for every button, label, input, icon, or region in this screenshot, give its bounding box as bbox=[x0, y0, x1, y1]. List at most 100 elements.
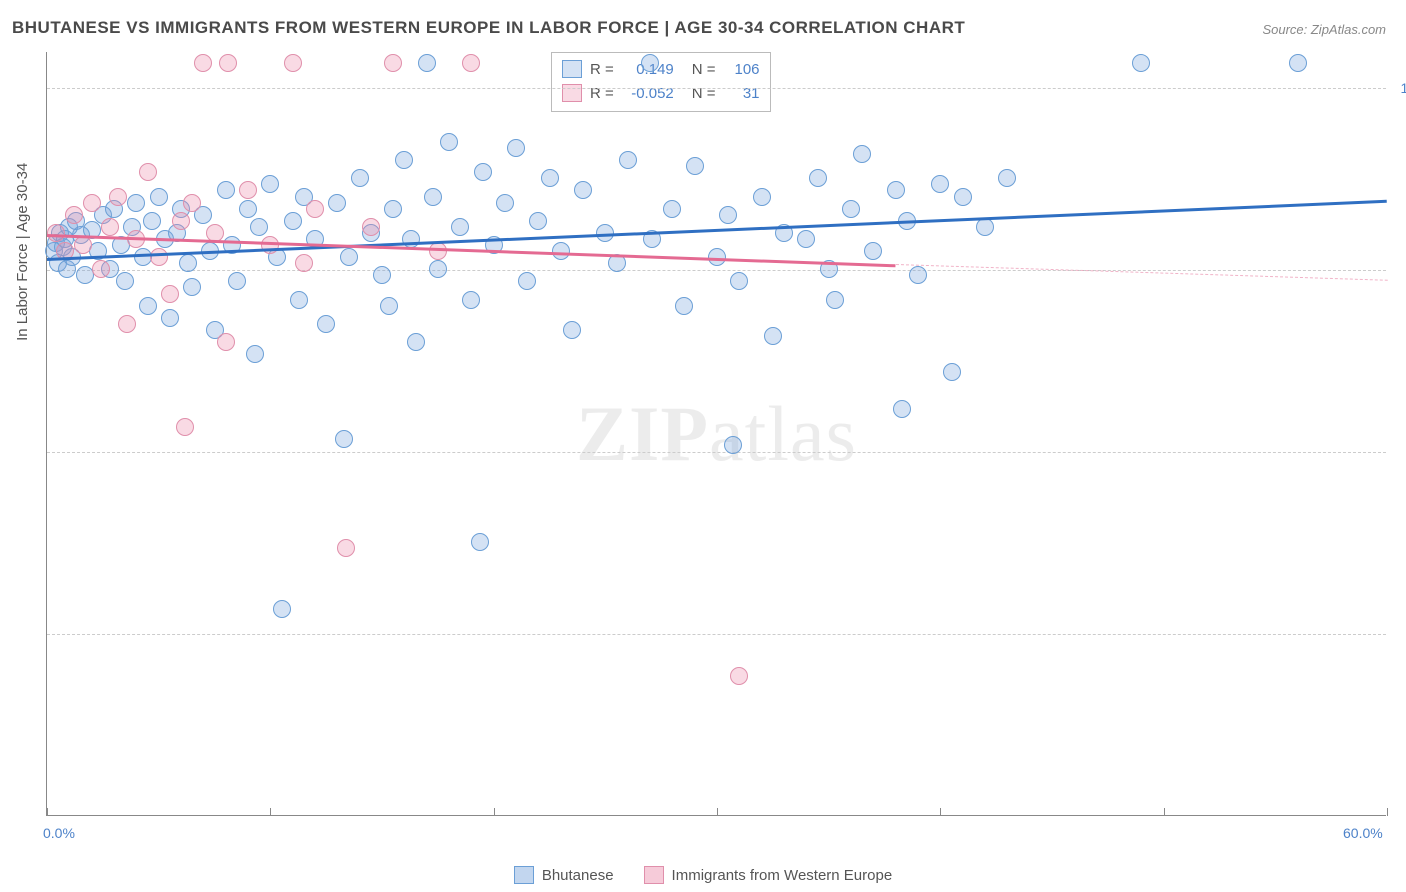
data-point bbox=[675, 297, 693, 315]
legend-swatch bbox=[562, 60, 582, 78]
data-point bbox=[753, 188, 771, 206]
x-tick bbox=[270, 808, 271, 816]
legend-swatch bbox=[514, 866, 534, 884]
data-point bbox=[351, 169, 369, 187]
x-tick bbox=[940, 808, 941, 816]
x-tick bbox=[1387, 808, 1388, 816]
data-point bbox=[462, 54, 480, 72]
stats-row: R =0.149N =106 bbox=[562, 57, 760, 81]
data-point bbox=[797, 230, 815, 248]
data-point bbox=[686, 157, 704, 175]
data-point bbox=[116, 272, 134, 290]
data-point bbox=[724, 436, 742, 454]
data-point bbox=[462, 291, 480, 309]
data-point bbox=[239, 200, 257, 218]
data-point bbox=[109, 188, 127, 206]
data-point bbox=[194, 54, 212, 72]
data-point bbox=[507, 139, 525, 157]
data-point bbox=[552, 242, 570, 260]
data-point bbox=[563, 321, 581, 339]
r-label: R = bbox=[590, 61, 614, 78]
watermark: ZIPatlas bbox=[576, 389, 857, 479]
data-point bbox=[295, 254, 313, 272]
legend-item: Immigrants from Western Europe bbox=[644, 866, 893, 884]
data-point bbox=[418, 54, 436, 72]
data-point bbox=[161, 309, 179, 327]
data-point bbox=[1132, 54, 1150, 72]
data-point bbox=[380, 297, 398, 315]
data-point bbox=[139, 297, 157, 315]
data-point bbox=[764, 327, 782, 345]
data-point bbox=[306, 200, 324, 218]
data-point bbox=[663, 200, 681, 218]
data-point bbox=[176, 418, 194, 436]
data-point bbox=[529, 212, 547, 230]
data-point bbox=[424, 188, 442, 206]
data-point bbox=[183, 194, 201, 212]
legend-swatch bbox=[644, 866, 664, 884]
data-point bbox=[1289, 54, 1307, 72]
data-point bbox=[619, 151, 637, 169]
data-point bbox=[335, 430, 353, 448]
data-point bbox=[340, 248, 358, 266]
legend-label: Bhutanese bbox=[542, 867, 614, 884]
data-point bbox=[887, 181, 905, 199]
data-point bbox=[273, 600, 291, 618]
data-point bbox=[730, 272, 748, 290]
data-point bbox=[150, 188, 168, 206]
data-point bbox=[92, 260, 110, 278]
data-point bbox=[150, 248, 168, 266]
data-point bbox=[474, 163, 492, 181]
data-point bbox=[909, 266, 927, 284]
data-point bbox=[217, 181, 235, 199]
y-axis-title: In Labor Force | Age 30-34 bbox=[14, 163, 31, 341]
data-point bbox=[284, 212, 302, 230]
data-point bbox=[228, 272, 246, 290]
data-point bbox=[239, 181, 257, 199]
data-point bbox=[943, 363, 961, 381]
y-tick-label: 100.0% bbox=[1401, 80, 1406, 96]
correlation-stats-legend: R =0.149N =106R =-0.052N =31 bbox=[551, 52, 771, 112]
x-tick-label: 60.0% bbox=[1343, 825, 1383, 841]
x-tick bbox=[47, 808, 48, 816]
data-point bbox=[284, 54, 302, 72]
data-point bbox=[219, 54, 237, 72]
data-point bbox=[74, 236, 92, 254]
data-point bbox=[118, 315, 136, 333]
r-label: R = bbox=[590, 85, 614, 102]
data-point bbox=[976, 218, 994, 236]
data-point bbox=[143, 212, 161, 230]
data-point bbox=[139, 163, 157, 181]
data-point bbox=[853, 145, 871, 163]
data-point bbox=[246, 345, 264, 363]
data-point bbox=[83, 194, 101, 212]
n-label: N = bbox=[692, 61, 716, 78]
scatter-plot-area: ZIPatlas R =0.149N =106R =-0.052N =31 55… bbox=[46, 52, 1386, 816]
data-point bbox=[518, 272, 536, 290]
data-point bbox=[842, 200, 860, 218]
x-tick bbox=[717, 808, 718, 816]
data-point bbox=[730, 667, 748, 685]
data-point bbox=[172, 212, 190, 230]
stats-row: R =-0.052N =31 bbox=[562, 81, 760, 105]
data-point bbox=[471, 533, 489, 551]
data-point bbox=[429, 260, 447, 278]
series-legend: Bhutanese Immigrants from Western Europe bbox=[0, 866, 1406, 884]
data-point bbox=[161, 285, 179, 303]
data-point bbox=[407, 333, 425, 351]
data-point bbox=[101, 218, 119, 236]
data-point bbox=[496, 194, 514, 212]
source-attribution: Source: ZipAtlas.com bbox=[1262, 22, 1386, 37]
data-point bbox=[440, 133, 458, 151]
data-point bbox=[384, 200, 402, 218]
data-point bbox=[864, 242, 882, 260]
data-point bbox=[337, 539, 355, 557]
data-point bbox=[290, 291, 308, 309]
data-point bbox=[395, 151, 413, 169]
data-point bbox=[826, 291, 844, 309]
x-tick bbox=[1164, 808, 1165, 816]
chart-title: BHUTANESE VS IMMIGRANTS FROM WESTERN EUR… bbox=[12, 18, 965, 38]
data-point bbox=[127, 194, 145, 212]
gridline bbox=[47, 88, 1386, 89]
r-value: -0.052 bbox=[622, 85, 674, 102]
